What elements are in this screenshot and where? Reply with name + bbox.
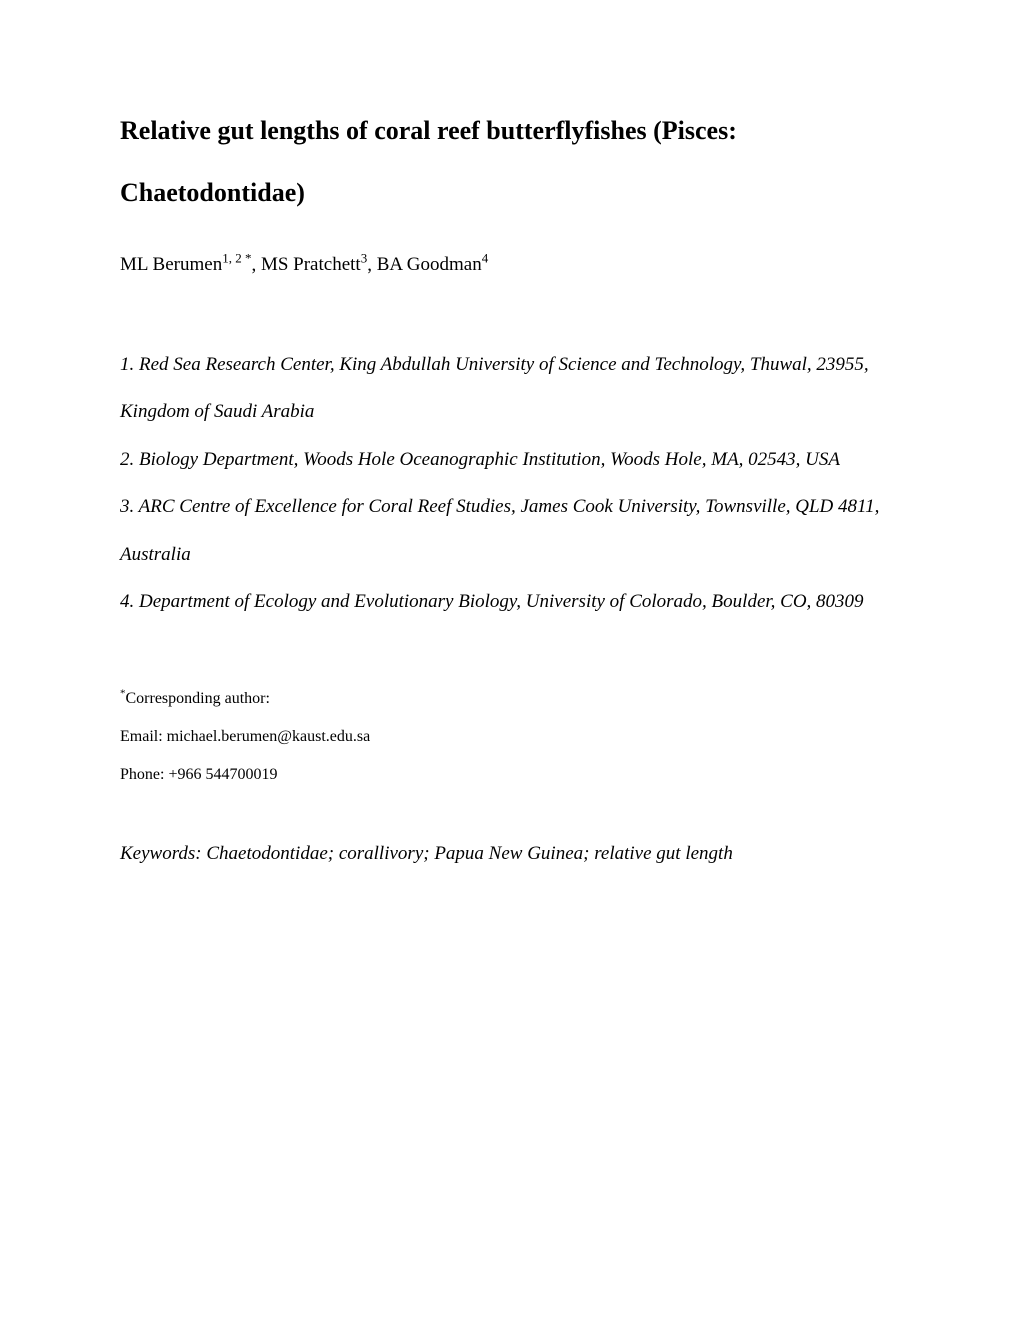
author-2-name: MS Pratchett <box>261 254 361 275</box>
author-2-sup: 3 <box>361 251 368 266</box>
author-3: BA Goodman4 <box>377 254 489 275</box>
authors-line: ML Berumen1, 2 *, MS Pratchett3, BA Good… <box>120 249 900 281</box>
corresponding-label-line: *Corresponding author: <box>120 680 900 718</box>
paper-title: Relative gut lengths of coral reef butte… <box>120 100 900 225</box>
affiliation-4: 4. Department of Ecology and Evolutionar… <box>120 578 900 626</box>
corresponding-label: Corresponding author: <box>126 690 270 707</box>
corresponding-email-line: Email: michael.berumen@kaust.edu.sa <box>120 718 900 756</box>
corresponding-phone-line: Phone: +966 544700019 <box>120 756 900 794</box>
corresponding-email: michael.berumen@kaust.edu.sa <box>167 728 371 745</box>
author-3-sup: 4 <box>482 251 489 266</box>
author-2: MS Pratchett3 <box>261 254 367 275</box>
corresponding-email-label: Email: <box>120 728 167 745</box>
affiliation-1: 1. Red Sea Research Center, King Abdulla… <box>120 341 900 436</box>
author-1: ML Berumen1, 2 * <box>120 254 251 275</box>
affiliations-block: 1. Red Sea Research Center, King Abdulla… <box>120 341 900 626</box>
affiliation-3: 3. ARC Centre of Excellence for Coral Re… <box>120 483 900 578</box>
corresponding-phone-label: Phone: <box>120 766 168 783</box>
affiliation-2: 2. Biology Department, Woods Hole Oceano… <box>120 436 900 484</box>
corresponding-phone: +966 544700019 <box>168 766 277 783</box>
corresponding-block: *Corresponding author: Email: michael.be… <box>120 680 900 795</box>
author-1-sup: 1, 2 * <box>222 251 251 266</box>
keywords-line: Keywords: Chaetodontidae; corallivory; P… <box>120 839 900 869</box>
author-1-name: ML Berumen <box>120 254 222 275</box>
author-3-name: BA Goodman <box>377 254 482 275</box>
